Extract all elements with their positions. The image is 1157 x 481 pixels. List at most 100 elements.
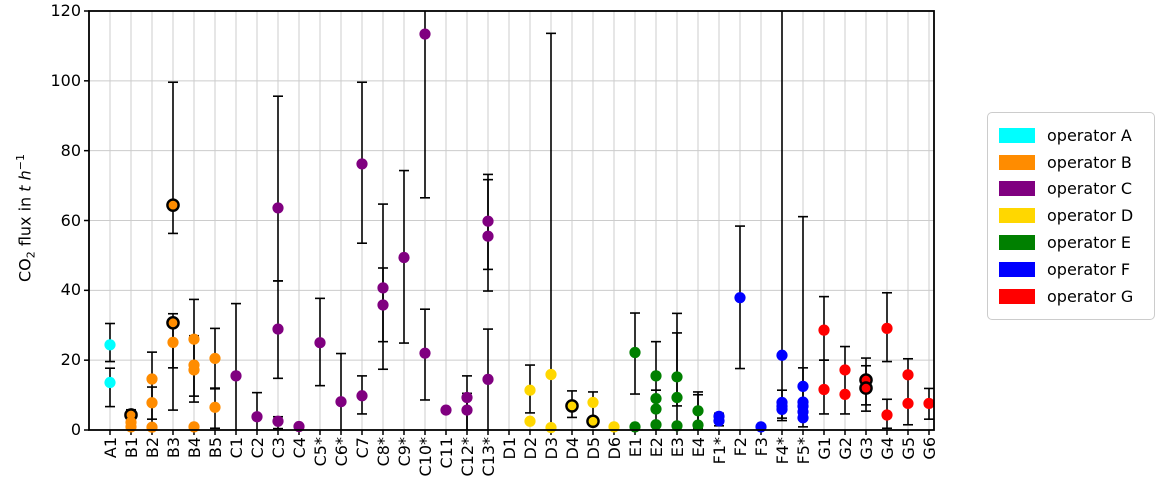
data-point-F5* (797, 412, 809, 424)
legend-entry-operator-d: operator D (999, 202, 1143, 229)
legend-label: operator A (1047, 125, 1132, 145)
data-point-C6* (335, 396, 347, 408)
x-tick-label-e4: E4 (689, 437, 708, 458)
x-tick-label-g6: G6 (920, 437, 939, 460)
x-tick-label-b5: B5 (206, 437, 225, 459)
data-point-C7 (356, 158, 368, 170)
x-tick-label-g5: G5 (899, 437, 918, 460)
x-tick-label-e2: E2 (647, 437, 666, 458)
data-point-F1* (713, 415, 725, 427)
x-tick-label-c7: C7 (353, 437, 372, 459)
x-tick-label-d1: D1 (500, 437, 519, 460)
data-point-A1 (104, 339, 116, 351)
data-point-C7 (356, 390, 368, 402)
data-point-C8* (377, 299, 389, 311)
x-tick-label-c11: C11 (437, 437, 456, 469)
x-tick-label-d3: D3 (542, 437, 561, 460)
x-tick-label-d5: D5 (584, 437, 603, 460)
data-point-F4* (776, 403, 788, 415)
data-point-C13* (482, 373, 494, 385)
legend-entry-operator-g: operator G (999, 283, 1143, 310)
legend-swatch-operator-e (999, 235, 1035, 251)
x-tick-label-c6star: C6* (332, 437, 351, 467)
x-tick-label-b2: B2 (143, 437, 162, 459)
data-point-circled-B3 (166, 316, 180, 330)
data-point-C3 (272, 415, 284, 427)
data-point-A1 (104, 376, 116, 389)
data-point-C8* (377, 282, 389, 294)
data-point-E2 (650, 403, 662, 415)
plot-border (88, 10, 935, 431)
legend-swatch-operator-f (999, 261, 1035, 277)
data-point-C10* (419, 347, 431, 359)
x-tick-label-c13star: C13* (479, 437, 498, 477)
data-point-D3 (545, 421, 557, 434)
x-tick-label-c5star: C5* (311, 437, 330, 467)
data-point-C13* (482, 230, 494, 242)
data-point-G1 (818, 324, 830, 336)
x-tick-label-c4: C4 (290, 437, 309, 459)
x-tick-label-c1: C1 (227, 437, 246, 459)
data-point-E2 (650, 419, 662, 431)
x-tick-label-a1: A1 (101, 437, 120, 459)
x-tick-label-g1: G1 (815, 437, 834, 460)
data-point-circled-D5 (586, 414, 600, 429)
x-tick-label-f2: F2 (731, 437, 750, 457)
x-tick-label-e3: E3 (668, 437, 687, 458)
data-point-E1 (629, 346, 641, 359)
x-tick-label-c2: C2 (248, 437, 267, 459)
legend-label: operator G (1047, 286, 1134, 306)
legend-label: operator F (1047, 259, 1131, 279)
x-tick-label-c3: C3 (269, 437, 288, 459)
data-point-D3 (545, 368, 557, 381)
legend: operator A operator B operator C operator D… (987, 112, 1155, 320)
data-point-B2 (146, 421, 158, 433)
x-tick-label-f1star: F1* (710, 437, 729, 465)
data-point-C1 (230, 370, 242, 382)
x-tick-label-f3: F3 (752, 437, 771, 457)
x-tick-label-d4: D4 (563, 437, 582, 460)
legend-swatch-operator-b (999, 154, 1035, 170)
data-point-G4 (881, 409, 893, 421)
legend-entry-operator-e: operator E (999, 229, 1143, 256)
legend-entry-operator-c: operator C (999, 176, 1143, 203)
legend-swatch-operator-c (999, 181, 1035, 197)
data-point-D2 (524, 415, 536, 427)
y-axis-label-subscript: 2 (24, 251, 38, 259)
x-tick-label-b4: B4 (185, 437, 204, 459)
x-tick-label-g2: G2 (836, 437, 855, 460)
y-tick-label-0: 0 (70, 420, 81, 439)
legend-label: operator E (1047, 233, 1132, 253)
y-tick-label-60: 60 (60, 210, 81, 230)
x-tick-label-c8star: C8* (374, 437, 393, 467)
data-point-F4* (776, 349, 788, 361)
data-point-C3 (272, 202, 284, 214)
y-tick-label-120: 120 (50, 1, 81, 20)
x-tick-label-g3: G3 (857, 437, 876, 460)
data-point-C12* (461, 404, 473, 416)
data-point-B4 (188, 364, 200, 376)
data-point-circled-B3 (166, 198, 180, 212)
data-point-G2 (839, 388, 851, 400)
data-point-E2 (650, 370, 662, 382)
y-tick-label-100: 100 (50, 70, 81, 90)
data-point-C3 (272, 323, 284, 335)
y-axis-label-exponent: −1 (14, 154, 27, 171)
y-tick-label-40: 40 (60, 280, 81, 300)
data-point-G2 (839, 364, 851, 376)
data-point-G1 (818, 383, 830, 396)
data-point-circled-G3 (859, 381, 873, 395)
x-tick-label-d2: D2 (521, 437, 540, 460)
data-point-B2 (146, 373, 158, 385)
data-point-B3 (167, 336, 179, 348)
data-point-E2 (650, 392, 662, 405)
legend-swatch-operator-d (999, 208, 1035, 224)
data-point-circled-D4 (565, 399, 579, 413)
data-point-C2 (251, 411, 263, 423)
y-axis-label-units: t h (15, 170, 35, 192)
data-point-B2 (146, 397, 158, 409)
data-point-F2 (734, 292, 746, 304)
x-tick-label-c10star: C10* (416, 437, 435, 477)
data-point-E3 (671, 420, 683, 432)
